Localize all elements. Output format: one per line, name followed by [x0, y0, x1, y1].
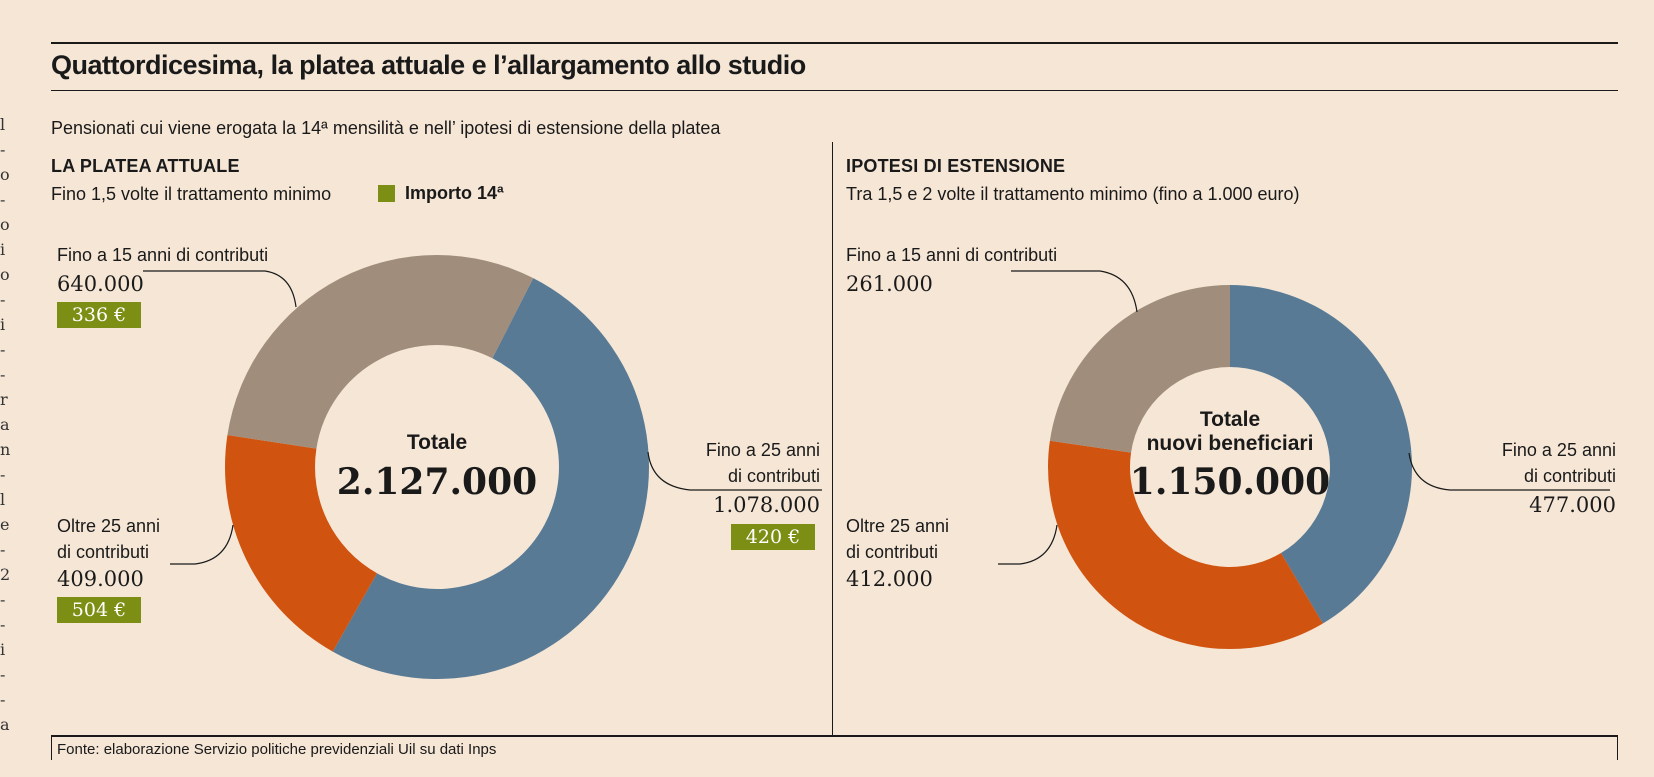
- leader-right-fino15: [1011, 270, 1138, 313]
- leader-right-oltre25: [998, 524, 1058, 565]
- right-slice-oltre25: [1048, 440, 1323, 650]
- margin-glyph: 2: [0, 565, 11, 584]
- margin-glyph: o: [0, 215, 10, 234]
- margin-glyph: a: [0, 415, 10, 434]
- right-value-fino15: 261.000: [846, 272, 933, 296]
- margin-glyph: i: [0, 640, 6, 659]
- title-rule: [51, 90, 1618, 91]
- left-center-value: 2.127.000: [336, 461, 538, 503]
- right-label-oltre25-line2: di contributi: [846, 542, 939, 562]
- leader-lines: [143, 270, 1610, 565]
- right-panel-heading: IPOTESI DI ESTENSIONE: [846, 156, 1066, 176]
- right-label-fino25-line1: Fino a 25 anni: [1501, 440, 1616, 460]
- panel-divider: [832, 142, 833, 735]
- donut-chart-left: [224, 255, 650, 680]
- margin-glyph: o: [0, 165, 10, 184]
- left-label-oltre25-line2: di contributi: [57, 542, 150, 562]
- left-slice-fino15: [227, 255, 534, 449]
- legend-label: Importo 14ª: [405, 183, 504, 203]
- margin-glyph: r: [0, 390, 8, 409]
- margin-glyph: -: [0, 140, 6, 159]
- right-value-fino25: 477.000: [1529, 493, 1616, 517]
- margin-glyph: -: [0, 465, 6, 484]
- margin-glyph: -: [0, 340, 6, 359]
- margin-glyph: -: [0, 615, 6, 634]
- source-note: Fonte: elaborazione Servizio politiche p…: [57, 741, 497, 758]
- right-slice-fino25: [1230, 285, 1412, 624]
- left-value-oltre25: 409.000: [57, 567, 144, 591]
- left-label-fino25-line2: di contributi: [727, 466, 820, 486]
- right-center-title-1: Totale: [1199, 408, 1261, 431]
- footer-right-tick: [1617, 735, 1618, 760]
- page-title: Quattordicesima, la platea attuale e l’a…: [51, 50, 806, 80]
- leader-left-oltre25: [170, 524, 234, 565]
- margin-glyph: -: [0, 590, 6, 609]
- right-slice-fino15: [1049, 285, 1230, 453]
- left-panel-subheading: Fino 1,5 volte il trattamento minimo: [51, 184, 332, 204]
- margin-glyph: a: [0, 715, 10, 734]
- top-rule: [51, 42, 1618, 44]
- leader-left-fino25: [647, 451, 822, 491]
- margin-glyph: n: [0, 440, 11, 459]
- margin-glyph: i: [0, 315, 6, 334]
- margin-glyph: i: [0, 240, 6, 259]
- left-value-fino25: 1.078.000: [713, 493, 820, 517]
- left-slice-oltre25: [224, 435, 378, 652]
- legend-swatch: [378, 185, 395, 202]
- left-badge-fino15: 336 €: [57, 302, 141, 328]
- left-value-fino15: 640.000: [57, 272, 144, 296]
- left-label-fino15: Fino a 15 anni di contributi: [57, 245, 269, 265]
- margin-glyph: e: [0, 515, 10, 534]
- left-badge-oltre25: 504 €: [57, 597, 141, 623]
- right-label-fino15: Fino a 15 anni di contributi: [846, 245, 1058, 265]
- donut-chart-right: [1048, 285, 1412, 650]
- leader-left-fino15: [143, 270, 297, 308]
- margin-glyph: -: [0, 540, 6, 559]
- page-subtitle: Pensionati cui viene erogata la 14ª mens…: [51, 118, 721, 138]
- margin-glyph: -: [0, 665, 6, 684]
- margin-glyph: l: [0, 115, 6, 134]
- right-value-oltre25: 412.000: [846, 567, 933, 591]
- right-label-fino25-line2: di contributi: [1523, 466, 1616, 486]
- margin-glyph: -: [0, 690, 6, 709]
- margin-glyph: -: [0, 290, 6, 309]
- margin-glyph: -: [0, 365, 6, 384]
- margin-glyph: l: [0, 490, 6, 509]
- left-label-fino25-line1: Fino a 25 anni: [705, 440, 820, 460]
- left-slice-fino25: [332, 278, 650, 680]
- right-label-oltre25-line1: Oltre 25 anni: [846, 516, 950, 536]
- left-center-title: Totale: [406, 431, 468, 454]
- right-center-value: 1.150.000: [1129, 461, 1331, 503]
- right-panel-subheading: Tra 1,5 e 2 volte il trattamento minimo …: [846, 184, 1300, 204]
- left-label-oltre25-line1: Oltre 25 anni: [57, 516, 161, 536]
- right-center-title-2: nuovi beneficiari: [1146, 432, 1314, 455]
- left-panel-heading: LA PLATEA ATTUALE: [51, 156, 240, 176]
- leader-right-fino25: [1408, 452, 1610, 491]
- footer-left-tick: [51, 735, 52, 760]
- footer-rule: [51, 735, 1618, 737]
- margin-glyph: o: [0, 265, 10, 284]
- left-badge-fino25: 420 €: [731, 524, 815, 550]
- margin-glyph: -: [0, 190, 6, 209]
